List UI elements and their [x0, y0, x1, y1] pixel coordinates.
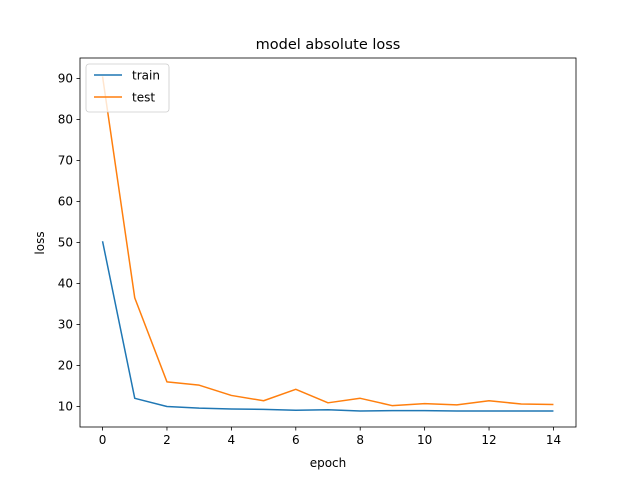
x-tick-label: 6 — [292, 433, 300, 447]
series-line-train — [101, 241, 554, 412]
plot-background — [80, 58, 576, 427]
x-tick-label: 12 — [481, 433, 496, 447]
y-tick-label: 60 — [58, 195, 73, 209]
y-tick-label: 90 — [58, 72, 73, 86]
legend-label-test: test — [132, 90, 155, 104]
legend-label-train: train — [132, 68, 160, 82]
legend: train test — [85, 63, 170, 113]
y-axis-ticks: 10 20 30 40 50 60 70 80 90 — [58, 72, 80, 414]
x-axis-label: epoch — [310, 456, 347, 470]
y-tick-label: 40 — [58, 277, 73, 291]
y-tick-label: 10 — [58, 400, 73, 414]
x-axis-ticks: 0 2 4 6 8 10 12 14 — [99, 427, 561, 447]
x-tick-label: 0 — [99, 433, 107, 447]
chart-title: model absolute loss — [256, 37, 401, 53]
y-tick-label: 50 — [58, 236, 73, 250]
series-line-test — [101, 76, 554, 407]
x-tick-label: 10 — [417, 433, 432, 447]
y-tick-label: 70 — [58, 154, 73, 168]
x-tick-label: 14 — [546, 433, 561, 447]
plot-area — [80, 58, 576, 427]
x-tick-label: 4 — [228, 433, 236, 447]
x-tick-label: 2 — [163, 433, 171, 447]
y-tick-label: 80 — [58, 113, 73, 127]
y-axis-label: loss — [33, 231, 47, 254]
series-layer — [101, 76, 554, 412]
legend-box — [85, 63, 170, 113]
y-tick-label: 20 — [58, 359, 73, 373]
x-tick-label: 8 — [356, 433, 364, 447]
y-tick-label: 30 — [58, 318, 73, 332]
